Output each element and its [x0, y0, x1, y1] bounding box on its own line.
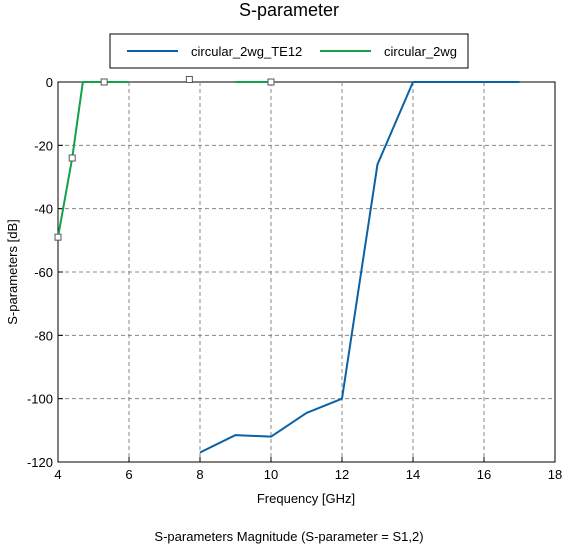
- y-tick-label: -60: [34, 265, 53, 280]
- series-line-te12: [199, 81, 520, 454]
- legend: circular_2wg_TE12 circular_2wg: [109, 33, 469, 69]
- x-tick-label: 18: [548, 467, 562, 482]
- y-tick-label: 0: [46, 75, 53, 90]
- x-tick-label: 6: [125, 467, 132, 482]
- x-tick-label: 14: [406, 467, 420, 482]
- legend-label-te12: circular_2wg_TE12: [191, 44, 302, 59]
- y-tick-label: -120: [27, 455, 53, 470]
- x-tick-label: 10: [264, 467, 278, 482]
- x-tick-label: 8: [196, 467, 203, 482]
- grid-layer: [58, 82, 555, 462]
- x-axis-label: Frequency [GHz]: [257, 491, 355, 506]
- x-tick-label: 16: [477, 467, 491, 482]
- y-tick-label: -80: [34, 328, 53, 343]
- y-tick-label: -40: [34, 202, 53, 217]
- tick-layer: 4 6 8 10 12 14 16 18 0 -20 -40 -60 -80 -100 -120: [27, 75, 562, 482]
- x-tick-label: 4: [54, 467, 61, 482]
- data-point-marker: [54, 233, 62, 241]
- data-point-marker: [68, 154, 76, 162]
- data-point-marker: [100, 78, 108, 86]
- series-layer: [54, 75, 520, 454]
- y-tick-label: -100: [27, 392, 53, 407]
- data-point-marker: [185, 75, 193, 83]
- legend-label-2wg: circular_2wg: [384, 44, 457, 59]
- data-point-marker: [267, 78, 275, 86]
- y-tick-label: -20: [34, 138, 53, 153]
- x-tick-label: 12: [335, 467, 349, 482]
- chart-footer: S-parameters Magnitude (S-parameter = S1…: [154, 529, 423, 544]
- series-line-circular-2wg: [57, 81, 129, 238]
- chart-title: S-parameter: [239, 0, 339, 20]
- y-axis-label: S-parameters [dB]: [5, 219, 20, 325]
